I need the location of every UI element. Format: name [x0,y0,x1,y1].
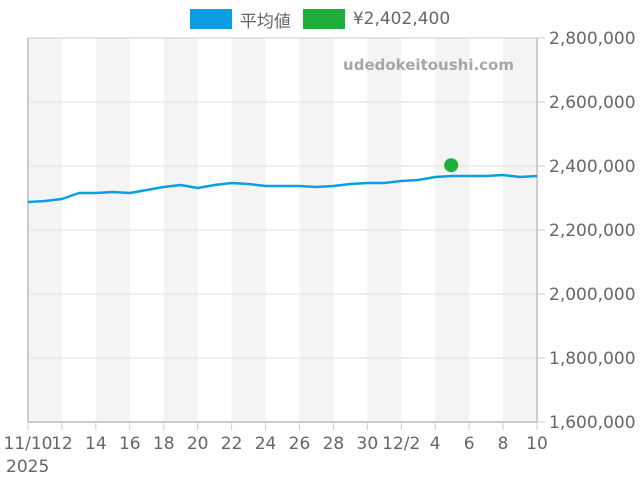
average-price-line[interactable] [27,173,538,204]
legend-item-average[interactable]: 平均値 [189,7,291,32]
x-tick-label: 6 [464,434,475,454]
legend: 平均値 ¥2,402,400 [0,7,640,32]
y-tick-label: 2,800,000 [549,29,636,49]
x-tick-label: 16 [119,434,141,454]
watermark: udedokeitoushi.com [343,56,514,74]
x-tick-label: 30 [357,434,379,454]
y-tick-label: 2,200,000 [549,221,636,241]
x-tick-label: 10 [526,434,548,454]
x-tick-label: 28 [323,434,345,454]
x-tick-label: 24 [255,434,277,454]
legend-label-average: 平均値 [239,11,291,32]
x-tick-label: 8 [498,434,509,454]
y-tick-label: 2,000,000 [549,285,636,305]
legend-label-price: ¥2,402,400 [352,9,451,29]
x-tick-label: 18 [153,434,175,454]
x-axis-year-label: 2025 [6,457,49,477]
y-tick-label: 2,400,000 [549,157,636,177]
x-tick-label: 14 [85,434,107,454]
price-points [444,158,459,173]
y-tick-label: 1,600,000 [549,413,636,433]
y-axis-ticks: 2,800,000 2,600,000 2,400,000 2,200,000 2,00… [537,29,636,433]
x-tick-label: 12/2 [382,434,420,454]
y-tick-label: 1,800,000 [549,349,636,369]
legend-swatch-average [189,9,232,29]
y-tick-label: 2,600,000 [549,93,636,113]
x-tick-label: 26 [289,434,311,454]
x-tick-label: 11/10 [4,434,53,454]
price-point[interactable] [444,158,459,173]
x-tick-label: 12 [51,434,73,454]
x-tick-label: 20 [187,434,209,454]
x-tick-label: 22 [221,434,243,454]
legend-swatch-price [302,9,345,29]
legend-item-price[interactable]: ¥2,402,400 [302,9,451,29]
x-tick-label: 4 [430,434,441,454]
